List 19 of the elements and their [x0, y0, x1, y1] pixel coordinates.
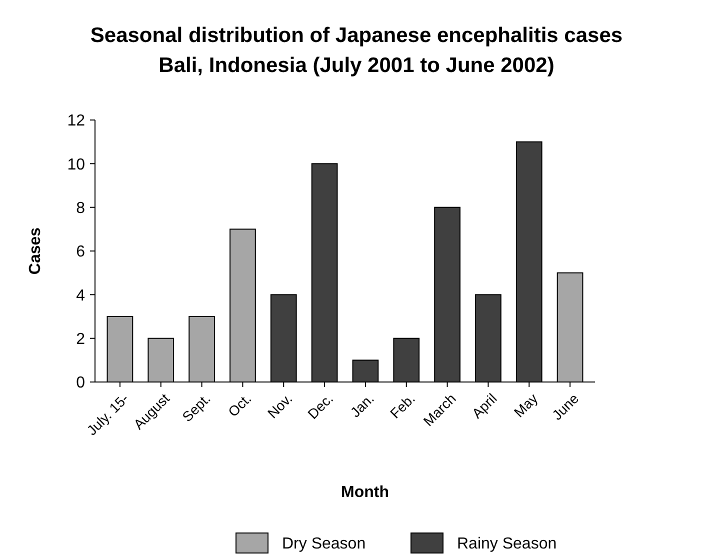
x-tick-label: July. 15- [84, 390, 132, 438]
legend-label: Rainy Season [457, 536, 557, 553]
y-tick-label: 2 [76, 330, 86, 348]
x-tick-label: Jan. [347, 390, 378, 420]
y-tick-label: 6 [76, 244, 86, 261]
x-tick-label: Feb. [386, 390, 418, 422]
y-tick-label: 4 [76, 287, 86, 304]
legend-label: Dry Season [282, 536, 366, 553]
x-axis-title: Month [341, 484, 389, 501]
x-tick-label: Oct. [224, 390, 254, 420]
x-tick-label: May [510, 390, 541, 420]
y-tick-label: 0 [76, 374, 86, 392]
y-tick-label: 8 [76, 200, 86, 217]
chart-title: Seasonal distribution of Japanese encephalitis cases Bali, Indonesia (July 2001 to June 2002) [90, 24, 623, 77]
y-tick-label: 10 [67, 156, 86, 174]
x-tick-label: Dec. [304, 390, 336, 422]
y-axis-title: Cases [27, 227, 44, 275]
x-tick-label: Nov. [264, 390, 296, 422]
y-tick-label: 12 [67, 112, 86, 130]
